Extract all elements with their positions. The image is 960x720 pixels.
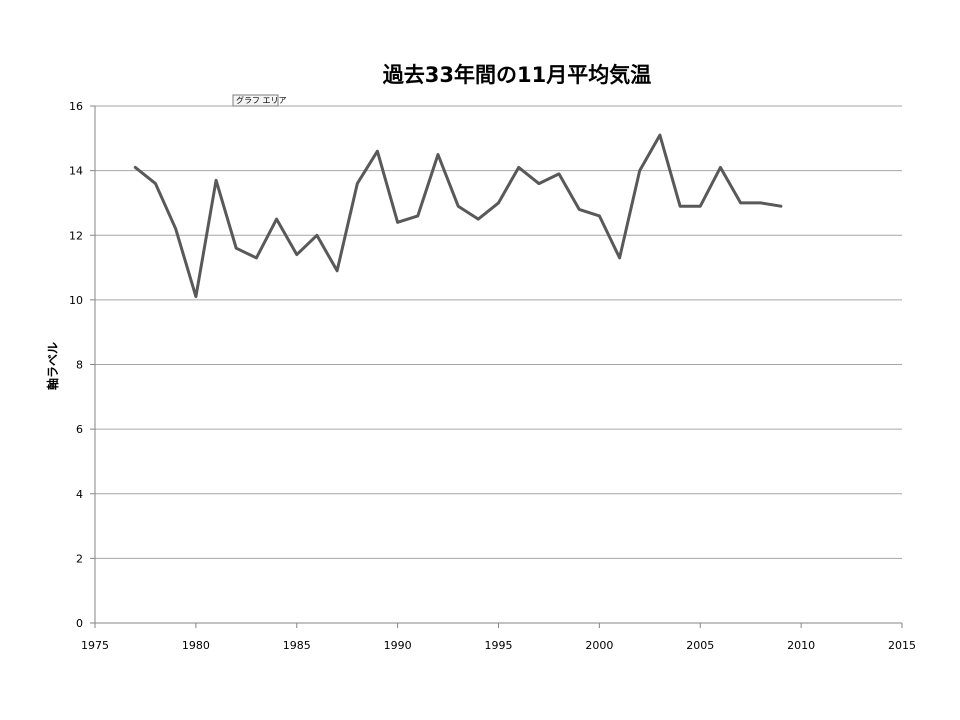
data-point bbox=[174, 227, 178, 231]
x-tick-label: 2000 bbox=[585, 639, 613, 652]
data-point bbox=[678, 204, 682, 208]
data-point bbox=[275, 217, 279, 221]
data-point bbox=[234, 246, 238, 250]
data-point bbox=[375, 149, 379, 153]
data-point bbox=[476, 217, 480, 221]
data-point bbox=[214, 178, 218, 182]
y-tick-label: 10 bbox=[69, 294, 83, 307]
chart-area-tooltip: グラフ エリア bbox=[232, 94, 287, 107]
data-point bbox=[194, 295, 198, 299]
x-tick-label: 2015 bbox=[888, 639, 916, 652]
y-tick-label: 14 bbox=[69, 165, 83, 178]
data-point bbox=[355, 182, 359, 186]
tooltip-box bbox=[232, 94, 279, 107]
data-point bbox=[537, 182, 541, 186]
data-point bbox=[295, 253, 299, 257]
series-line-0 bbox=[133, 133, 783, 299]
x-tick-label: 1980 bbox=[182, 639, 210, 652]
data-point bbox=[517, 165, 521, 169]
x-tick-label: 1985 bbox=[283, 639, 311, 652]
data-point bbox=[779, 204, 783, 208]
x-tick-labels: 1975 1980 1985 1990 1995 2000 2005 2010 2015 bbox=[81, 639, 916, 652]
y-axis-label: 軸ラベル bbox=[45, 342, 60, 390]
data-point bbox=[718, 165, 722, 169]
data-point bbox=[133, 165, 137, 169]
chart-title: 過去33年間の11月平均気温 bbox=[383, 63, 651, 87]
grid-lines bbox=[95, 105, 902, 559]
data-point bbox=[739, 201, 743, 205]
x-tick-label: 1975 bbox=[81, 639, 109, 652]
y-tick-label: 4 bbox=[76, 488, 83, 501]
y-tick-label: 2 bbox=[76, 552, 83, 565]
tooltip-text: グラフ エリア bbox=[236, 95, 287, 105]
x-tick-label: 2005 bbox=[686, 639, 714, 652]
series-layer bbox=[133, 133, 783, 299]
data-point bbox=[577, 207, 581, 211]
axes bbox=[90, 105, 903, 628]
y-tick-label: 12 bbox=[69, 229, 83, 242]
data-point bbox=[456, 204, 460, 208]
data-point bbox=[396, 220, 400, 224]
y-tick-label: 0 bbox=[76, 617, 83, 630]
data-point bbox=[658, 133, 662, 137]
data-point bbox=[154, 182, 158, 186]
data-point bbox=[698, 204, 702, 208]
data-point bbox=[315, 233, 319, 237]
data-point bbox=[759, 201, 763, 205]
data-point bbox=[557, 172, 561, 176]
x-tick-label: 1990 bbox=[384, 639, 412, 652]
data-point bbox=[597, 214, 601, 218]
y-tick-labels: 0 2 4 6 8 10 12 14 16 bbox=[69, 100, 83, 630]
x-tick-label: 2010 bbox=[787, 639, 815, 652]
data-point bbox=[416, 214, 420, 218]
x-tick-label: 1995 bbox=[485, 639, 513, 652]
data-point bbox=[497, 201, 501, 205]
data-point bbox=[618, 256, 622, 260]
y-tick-label: 8 bbox=[76, 359, 83, 372]
y-tick-label: 16 bbox=[69, 100, 83, 113]
data-point bbox=[254, 256, 258, 260]
data-point bbox=[436, 152, 440, 156]
y-tick-label: 6 bbox=[76, 423, 83, 436]
data-point bbox=[638, 169, 642, 173]
data-point bbox=[335, 269, 339, 273]
